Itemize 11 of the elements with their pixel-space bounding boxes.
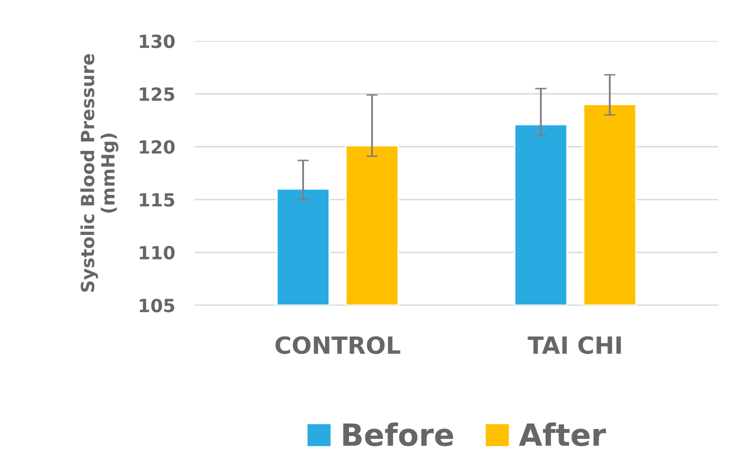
- y-tick-label: 130: [140, 34, 175, 48]
- x-tick-label: CONTROL: [275, 336, 400, 354]
- y-tick-label: 115: [140, 193, 174, 207]
- y-tick-label: 110: [140, 246, 175, 260]
- y-tick-label: 125: [140, 87, 174, 101]
- y-tick-label: 105: [140, 298, 174, 312]
- y-tick-label: 120: [140, 140, 175, 154]
- y-axis-title: Systolic Blood Pressure (mmHg): [80, 54, 118, 292]
- x-tick-label: TAI CHI: [528, 336, 621, 354]
- legend-label: After: [518, 422, 606, 446]
- legend-label: Before: [343, 422, 454, 446]
